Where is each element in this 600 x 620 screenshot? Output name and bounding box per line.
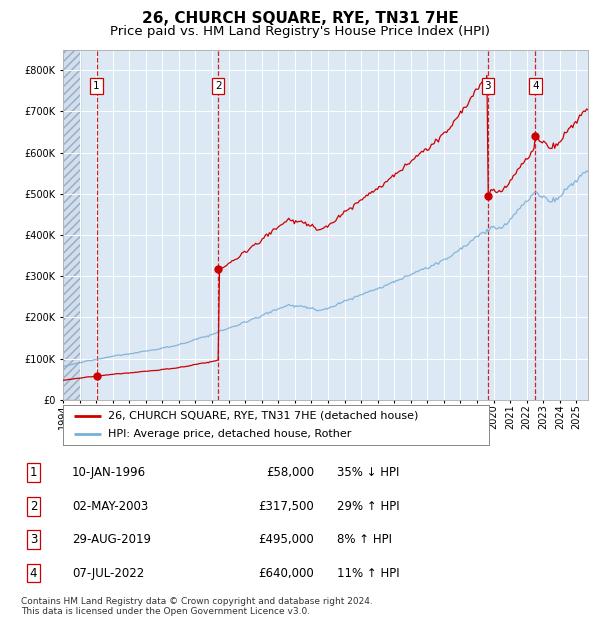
- Text: 26, CHURCH SQUARE, RYE, TN31 7HE (detached house): 26, CHURCH SQUARE, RYE, TN31 7HE (detach…: [108, 410, 418, 421]
- Text: Price paid vs. HM Land Registry's House Price Index (HPI): Price paid vs. HM Land Registry's House …: [110, 25, 490, 38]
- Text: 4: 4: [532, 81, 539, 91]
- Text: 26, CHURCH SQUARE, RYE, TN31 7HE: 26, CHURCH SQUARE, RYE, TN31 7HE: [142, 11, 458, 26]
- Text: 35% ↓ HPI: 35% ↓ HPI: [337, 466, 399, 479]
- Text: 29% ↑ HPI: 29% ↑ HPI: [337, 500, 400, 513]
- Text: HPI: Average price, detached house, Rother: HPI: Average price, detached house, Roth…: [108, 429, 351, 440]
- Text: 1: 1: [29, 466, 37, 479]
- Text: 11% ↑ HPI: 11% ↑ HPI: [337, 567, 400, 580]
- Text: 02-MAY-2003: 02-MAY-2003: [72, 500, 148, 513]
- Text: 29-AUG-2019: 29-AUG-2019: [72, 533, 151, 546]
- Text: Contains HM Land Registry data © Crown copyright and database right 2024.: Contains HM Land Registry data © Crown c…: [21, 597, 373, 606]
- Text: 10-JAN-1996: 10-JAN-1996: [72, 466, 146, 479]
- Text: 3: 3: [485, 81, 491, 91]
- Text: 3: 3: [30, 533, 37, 546]
- Text: 07-JUL-2022: 07-JUL-2022: [72, 567, 144, 580]
- Text: £495,000: £495,000: [259, 533, 314, 546]
- Text: £58,000: £58,000: [266, 466, 314, 479]
- Text: £640,000: £640,000: [259, 567, 314, 580]
- Text: 2: 2: [29, 500, 37, 513]
- Text: 2: 2: [215, 81, 221, 91]
- Text: 4: 4: [29, 567, 37, 580]
- Bar: [63, 50, 81, 400]
- Bar: [63, 50, 81, 400]
- Text: £317,500: £317,500: [259, 500, 314, 513]
- Text: 1: 1: [94, 81, 100, 91]
- Text: This data is licensed under the Open Government Licence v3.0.: This data is licensed under the Open Gov…: [21, 607, 310, 616]
- Text: 8% ↑ HPI: 8% ↑ HPI: [337, 533, 392, 546]
